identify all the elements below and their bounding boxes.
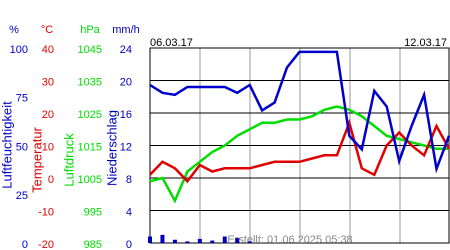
footer: Erstellt: 01.06.2025 05:38: [227, 234, 352, 246]
precip-bar: [247, 241, 252, 243]
y-tick-label: 1005: [78, 174, 102, 186]
axis-name: Luftfeuchtigkeit: [0, 101, 14, 189]
y-tick-label: 0: [22, 239, 28, 250]
y-tick-label: 20: [120, 76, 132, 88]
precip-bar: [172, 239, 177, 243]
y-tick-label: 20: [42, 109, 54, 121]
y-tick-label: 1015: [78, 141, 102, 153]
y-tick-label: 0: [126, 239, 132, 250]
precip-bar: [148, 236, 152, 243]
y-tick-label: -10: [38, 206, 54, 218]
y-tick-label: 1025: [78, 109, 102, 121]
y-tick-label: 25: [16, 190, 28, 202]
date-start: 06.03.17: [150, 37, 193, 49]
y-tick-label: 10: [42, 141, 54, 153]
data-line: [149, 50, 450, 174]
axis-unit: %: [9, 24, 19, 36]
axis-unit: °C: [41, 24, 53, 36]
y-tick-label: 40: [42, 44, 54, 56]
precip-bar: [185, 241, 190, 243]
y-tick-label: 24: [120, 44, 132, 56]
y-tick-label: -20: [38, 239, 54, 250]
y-tick-label: 30: [42, 76, 54, 88]
y-tick-label: 12: [120, 141, 132, 153]
y-tick-label: 0: [48, 174, 54, 186]
date-end: 12.03.17: [404, 37, 447, 49]
y-tick-label: 75: [16, 93, 28, 105]
y-tick-label: 50: [16, 141, 28, 153]
y-tick-label: 985: [84, 239, 102, 250]
y-tick-label: 1035: [78, 76, 102, 88]
y-tick-label: 995: [84, 206, 102, 218]
y-tick-label: 8: [126, 174, 132, 186]
y-tick-label: 100: [10, 44, 28, 56]
y-tick-label: 1045: [78, 44, 102, 56]
axis-unit: hPa: [80, 24, 100, 36]
precip-bar: [222, 236, 227, 243]
precip-bar: [210, 240, 215, 243]
precip-bar: [235, 238, 240, 243]
axis-name: Niederschlag: [104, 110, 119, 186]
plot-border: [149, 47, 450, 244]
precip-bar: [197, 238, 202, 243]
precip-bar: [160, 234, 165, 243]
data-line: [149, 118, 450, 184]
y-tick-label: 4: [126, 206, 132, 218]
data-line: [149, 105, 449, 204]
axis-unit: mm/h: [112, 24, 140, 36]
axis-name: Temperatur: [29, 126, 44, 192]
y-tick-label: 16: [120, 109, 132, 121]
axis-name: Luftdruck: [61, 133, 76, 187]
